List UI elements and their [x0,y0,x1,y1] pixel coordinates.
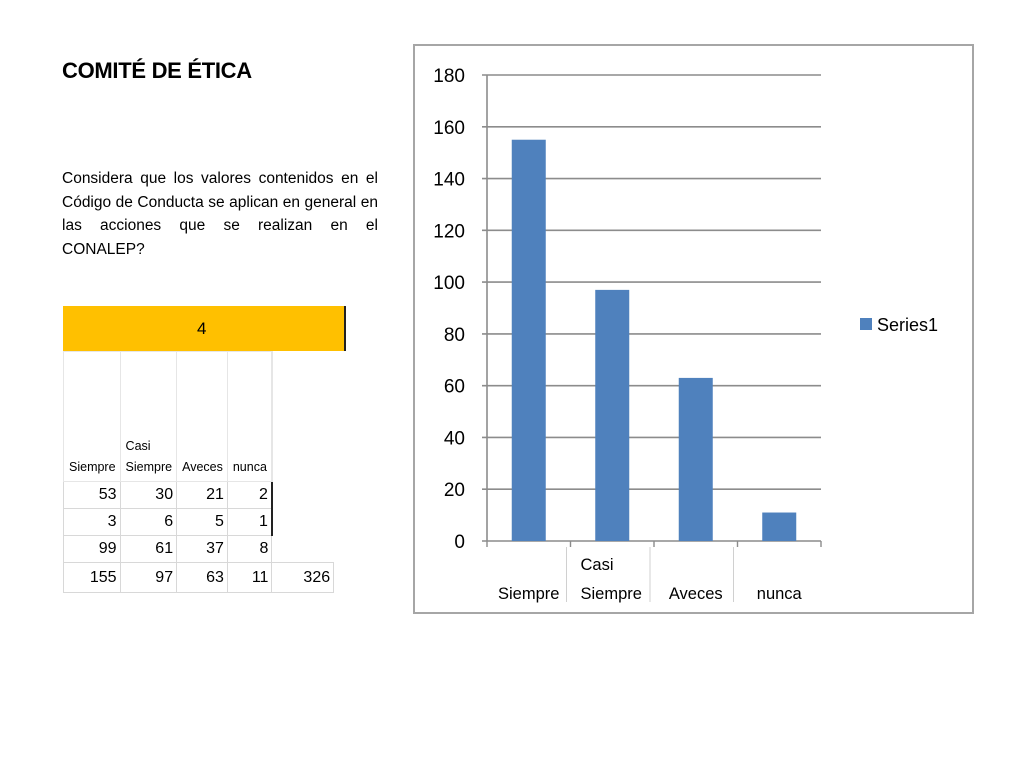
slide-title: COMITÉ DE ÉTICA [62,58,252,83]
table-cell: 6 [119,508,178,536]
bar-casi-siempre [595,289,630,541]
table-cell: 1 [226,508,273,536]
table-cell: 61 [119,535,178,563]
chart-canvas: 0 20 40 60 80 100 120 140 160 180 Siempre Casi Siemp… [433,66,938,603]
table-cell: 63 [176,562,228,593]
table-cell: 97 [119,562,178,593]
table-cell: 8 [226,535,273,563]
y-tick-label: 40 [444,428,465,449]
legend-swatch [860,318,872,330]
y-tick-label: 60 [444,377,465,398]
x-category-label: Aveces [669,585,723,603]
x-category-label: nunca [757,585,803,603]
bar-nunca [762,512,797,541]
y-tick-label: 100 [433,273,465,294]
table-cell: 2 [226,481,273,509]
bar-aveces [678,377,713,541]
table-cell: 30 [119,481,178,509]
x-category-label: Siempre [581,585,642,603]
table-row: 99 61 37 8 [63,535,334,563]
table-column-headers: Siempre Casi Siempre Aveces nunca [63,351,334,482]
y-tick-label: 0 [454,532,465,553]
y-tick-label: 180 [433,66,465,87]
legend-label: Series1 [877,315,938,335]
table-cell: 53 [63,481,121,509]
table-header-band: 4 [63,306,346,351]
y-tick-label: 20 [444,480,465,501]
y-tick-label: 160 [433,118,465,139]
col-header-casi-siempre: Casi Siempre [119,351,178,482]
table-cell: 11 [226,562,273,593]
question-number: 4 [197,319,207,338]
col-header-aveces: Aveces [176,351,228,482]
table-cell: 99 [63,535,121,563]
x-category-label: Siempre [498,585,559,603]
table-cell: 37 [176,535,228,563]
col-header-siempre: Siempre [63,351,121,482]
table-row: 53 30 21 2 [63,481,334,509]
x-category-label: Casi [581,556,614,574]
table-cell: 3 [63,508,121,536]
y-tick-label: 140 [433,170,465,191]
bar-siempre [511,139,546,541]
col-header-nunca: nunca [226,351,273,482]
y-tick-label: 80 [444,325,465,346]
grand-total-cell: 326 [271,562,335,593]
survey-question: Considera que los valores contenidos en … [62,170,378,258]
table-row: 3 6 5 1 [63,508,334,536]
table-row-totals: 155 97 63 11 326 [63,562,335,593]
results-table: Siempre Casi Siempre Aveces nunca 53 30 2… [63,351,335,593]
table-cell: 21 [176,481,228,509]
bar-chart: 0 20 40 60 80 100 120 140 160 180 Siempre Casi Siemp… [413,44,974,614]
y-tick-label: 120 [433,221,465,242]
table-cell: 155 [63,562,121,593]
table-cell: 5 [176,508,228,536]
